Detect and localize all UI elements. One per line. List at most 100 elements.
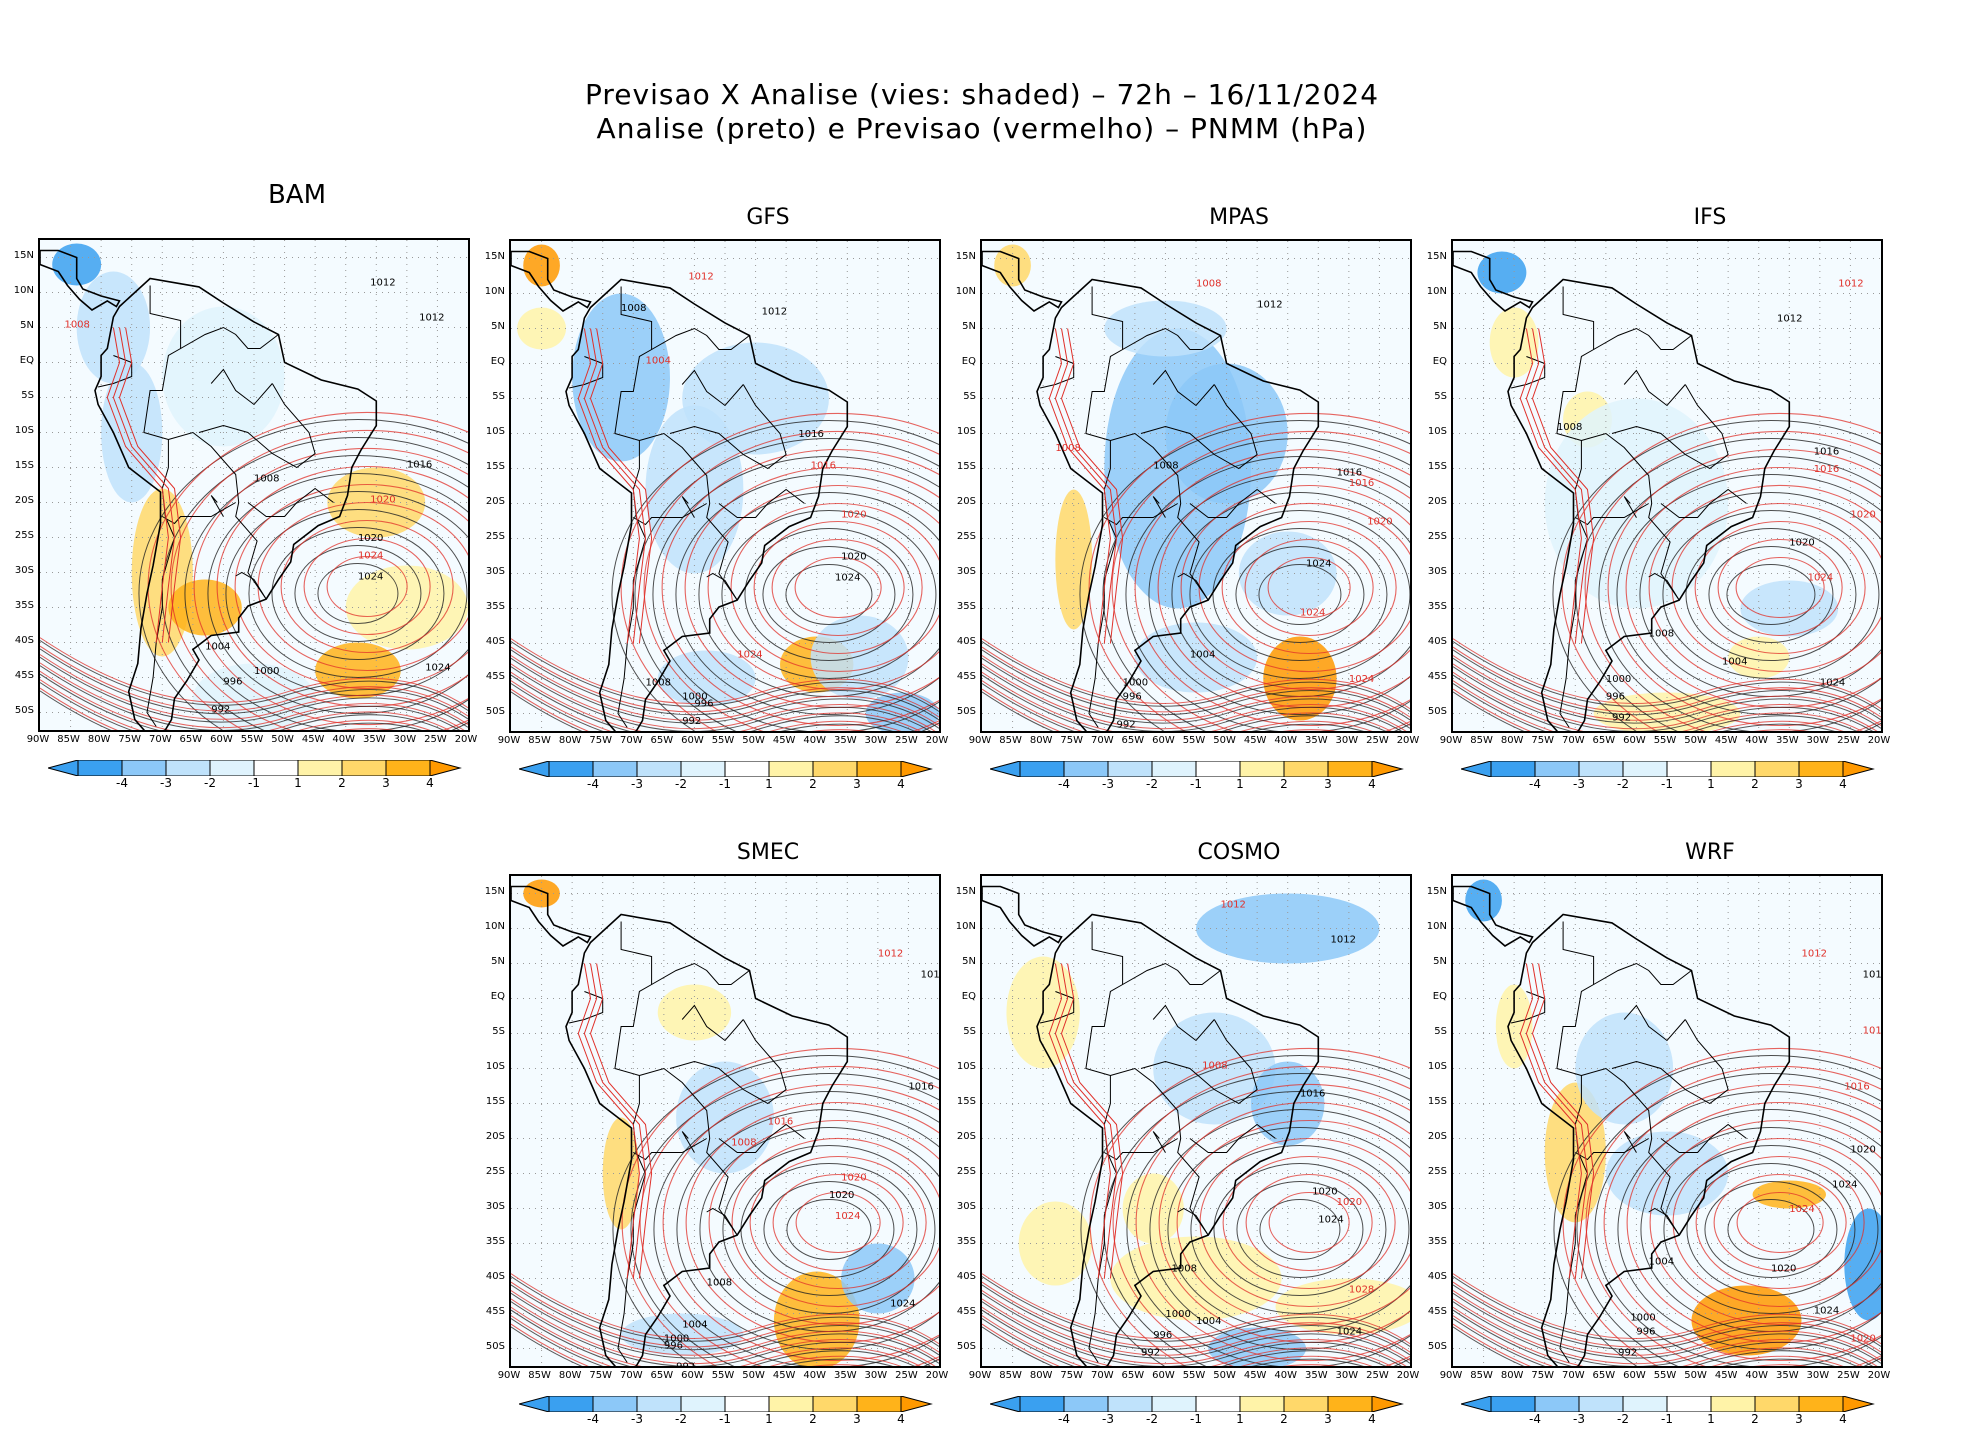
longitude-label: 75W bbox=[1060, 1370, 1084, 1381]
longitude-label: 85W bbox=[999, 1370, 1022, 1381]
country-border bbox=[1140, 1019, 1258, 1105]
latitude-label: EQ bbox=[961, 990, 976, 1002]
colorbar-label: -1 bbox=[1661, 1412, 1673, 1426]
country-border bbox=[1559, 489, 1589, 728]
analysis-isobar-label: 1020 bbox=[358, 533, 383, 544]
country-border bbox=[1660, 1123, 1747, 1153]
longitude-label: 30W bbox=[864, 735, 888, 746]
panel-bam: BAM 1012 1008 1012 1016 1020 1020 1024 1024 1008 1… bbox=[14, 180, 516, 790]
analysis-isobar-label: 996 bbox=[694, 699, 713, 710]
country-border bbox=[718, 488, 805, 518]
colorbar-low-arrow bbox=[990, 1396, 1021, 1412]
analysis-isobar bbox=[630, 1073, 939, 1366]
analysis-isobar bbox=[1663, 1145, 1879, 1314]
latitude-label: 10N bbox=[955, 285, 976, 297]
latitude-label: 50S bbox=[956, 705, 976, 717]
analysis-isobar bbox=[1640, 1127, 1881, 1332]
country-border bbox=[1039, 356, 1075, 389]
longitude-label: 85W bbox=[999, 735, 1022, 746]
latitude-label: 40S bbox=[485, 1270, 505, 1282]
forecast-isobar bbox=[511, 655, 939, 726]
forecast-isobar bbox=[234, 483, 468, 690]
longitude-label: 90W bbox=[1439, 1370, 1463, 1381]
panel-cosmo: COSMO 1012 1012 1008 1016 1020 1020 1024 1028 102… bbox=[956, 840, 1458, 1440]
analysis-isobar bbox=[1167, 1127, 1410, 1332]
colorbar-segment bbox=[341, 760, 387, 776]
bias-shade bbox=[682, 342, 829, 455]
central-america-coastline bbox=[511, 250, 592, 312]
latitude-label: EQ bbox=[1432, 355, 1447, 367]
longitude-label: 75W bbox=[589, 1370, 613, 1381]
country-border bbox=[143, 285, 182, 489]
latitude-label: 15S bbox=[485, 460, 505, 472]
latitude-label: 15N bbox=[484, 885, 505, 897]
forecast-isobar bbox=[1735, 556, 1825, 619]
latitude-label: 50S bbox=[1427, 1340, 1447, 1352]
colorbar-segment bbox=[1327, 1396, 1373, 1412]
country-border bbox=[1593, 962, 1692, 985]
analysis-isobar bbox=[1235, 546, 1365, 643]
longitude-label: 25W bbox=[1837, 735, 1860, 746]
longitude-label: 70W bbox=[619, 735, 643, 746]
analysis-isobar bbox=[511, 657, 939, 729]
latitude-label: 5S bbox=[1434, 390, 1447, 402]
country-border bbox=[1152, 496, 1166, 518]
analysis-isobar bbox=[138, 419, 468, 730]
forecast-isobar bbox=[685, 1102, 939, 1343]
forecast-isobar bbox=[1525, 328, 1589, 644]
forecast-isobar bbox=[1694, 521, 1866, 654]
colorbar-label: 4 bbox=[426, 776, 434, 790]
longitude-label: 55W bbox=[711, 735, 735, 746]
colorbar-segment bbox=[636, 1396, 682, 1412]
latitude-label: 15S bbox=[14, 459, 34, 471]
country-border bbox=[210, 495, 224, 517]
longitude-label: 85W bbox=[1470, 1370, 1493, 1381]
analysis-isobar bbox=[982, 1284, 1410, 1356]
longitude-label: 65W bbox=[1592, 1370, 1616, 1381]
longitude-label: 30W bbox=[1335, 1370, 1359, 1381]
analysis-isobar bbox=[982, 666, 1402, 731]
forecast-isobar-label: 1020 bbox=[1337, 1197, 1362, 1208]
south-america-coastline bbox=[565, 278, 849, 731]
country-border bbox=[651, 962, 750, 985]
colorbar-segment bbox=[1283, 761, 1329, 777]
latitude-label: 45S bbox=[956, 1305, 976, 1317]
analysis-isobar-label: 1016 bbox=[1814, 447, 1839, 458]
longitude-label: 90W bbox=[26, 734, 50, 745]
analysis-isobar-label: 1008 bbox=[646, 678, 671, 689]
forecast-isobar bbox=[216, 466, 468, 707]
forecast-isobar bbox=[1060, 963, 1124, 1279]
forecast-isobar bbox=[303, 537, 431, 636]
forecast-isobar bbox=[1453, 1273, 1881, 1345]
longitude-label: 55W bbox=[711, 1370, 735, 1381]
colorbar-segment bbox=[1107, 761, 1153, 777]
bias-colorbar bbox=[990, 1396, 1404, 1412]
forecast-isobar bbox=[40, 662, 465, 730]
forecast-isobar-label: 1016 bbox=[768, 1117, 793, 1128]
analysis-isobar bbox=[511, 674, 915, 731]
country-border bbox=[1104, 1138, 1178, 1161]
latitude-label: 5N bbox=[962, 955, 976, 967]
colorbar-low-arrow bbox=[519, 761, 550, 777]
longitude-label: 55W bbox=[1182, 1370, 1206, 1381]
latitude-label: 45S bbox=[14, 669, 34, 681]
forecast-isobar bbox=[583, 963, 647, 1279]
latitude-label: 40S bbox=[1427, 635, 1447, 647]
analysis-isobar bbox=[1258, 564, 1342, 625]
latitude-label: 5S bbox=[492, 1025, 505, 1037]
analysis-isobar-label: 1020 bbox=[1771, 1264, 1796, 1275]
pressure-map: 1012 1012 1012 1016 1020 1024 1024 1020 1024 1004… bbox=[1453, 876, 1881, 1366]
country-border bbox=[1581, 1067, 1680, 1236]
colorbar-segment bbox=[636, 761, 682, 777]
colorbar-label: -1 bbox=[1190, 1412, 1202, 1426]
analysis-isobar-label: 1016 bbox=[407, 460, 432, 471]
analysis-isobar-label: 1016 bbox=[798, 429, 823, 440]
analysis-isobar-label: 1024 bbox=[1814, 1306, 1839, 1317]
country-border bbox=[633, 503, 707, 526]
longitude-label: 45W bbox=[1243, 735, 1267, 746]
colorbar-label: 3 bbox=[1324, 1412, 1332, 1426]
forecast-isobar bbox=[620, 412, 939, 731]
latitude-label: 25S bbox=[485, 1165, 505, 1177]
latitude-label: 10N bbox=[955, 920, 976, 932]
forecast-isobar bbox=[982, 1315, 1373, 1366]
